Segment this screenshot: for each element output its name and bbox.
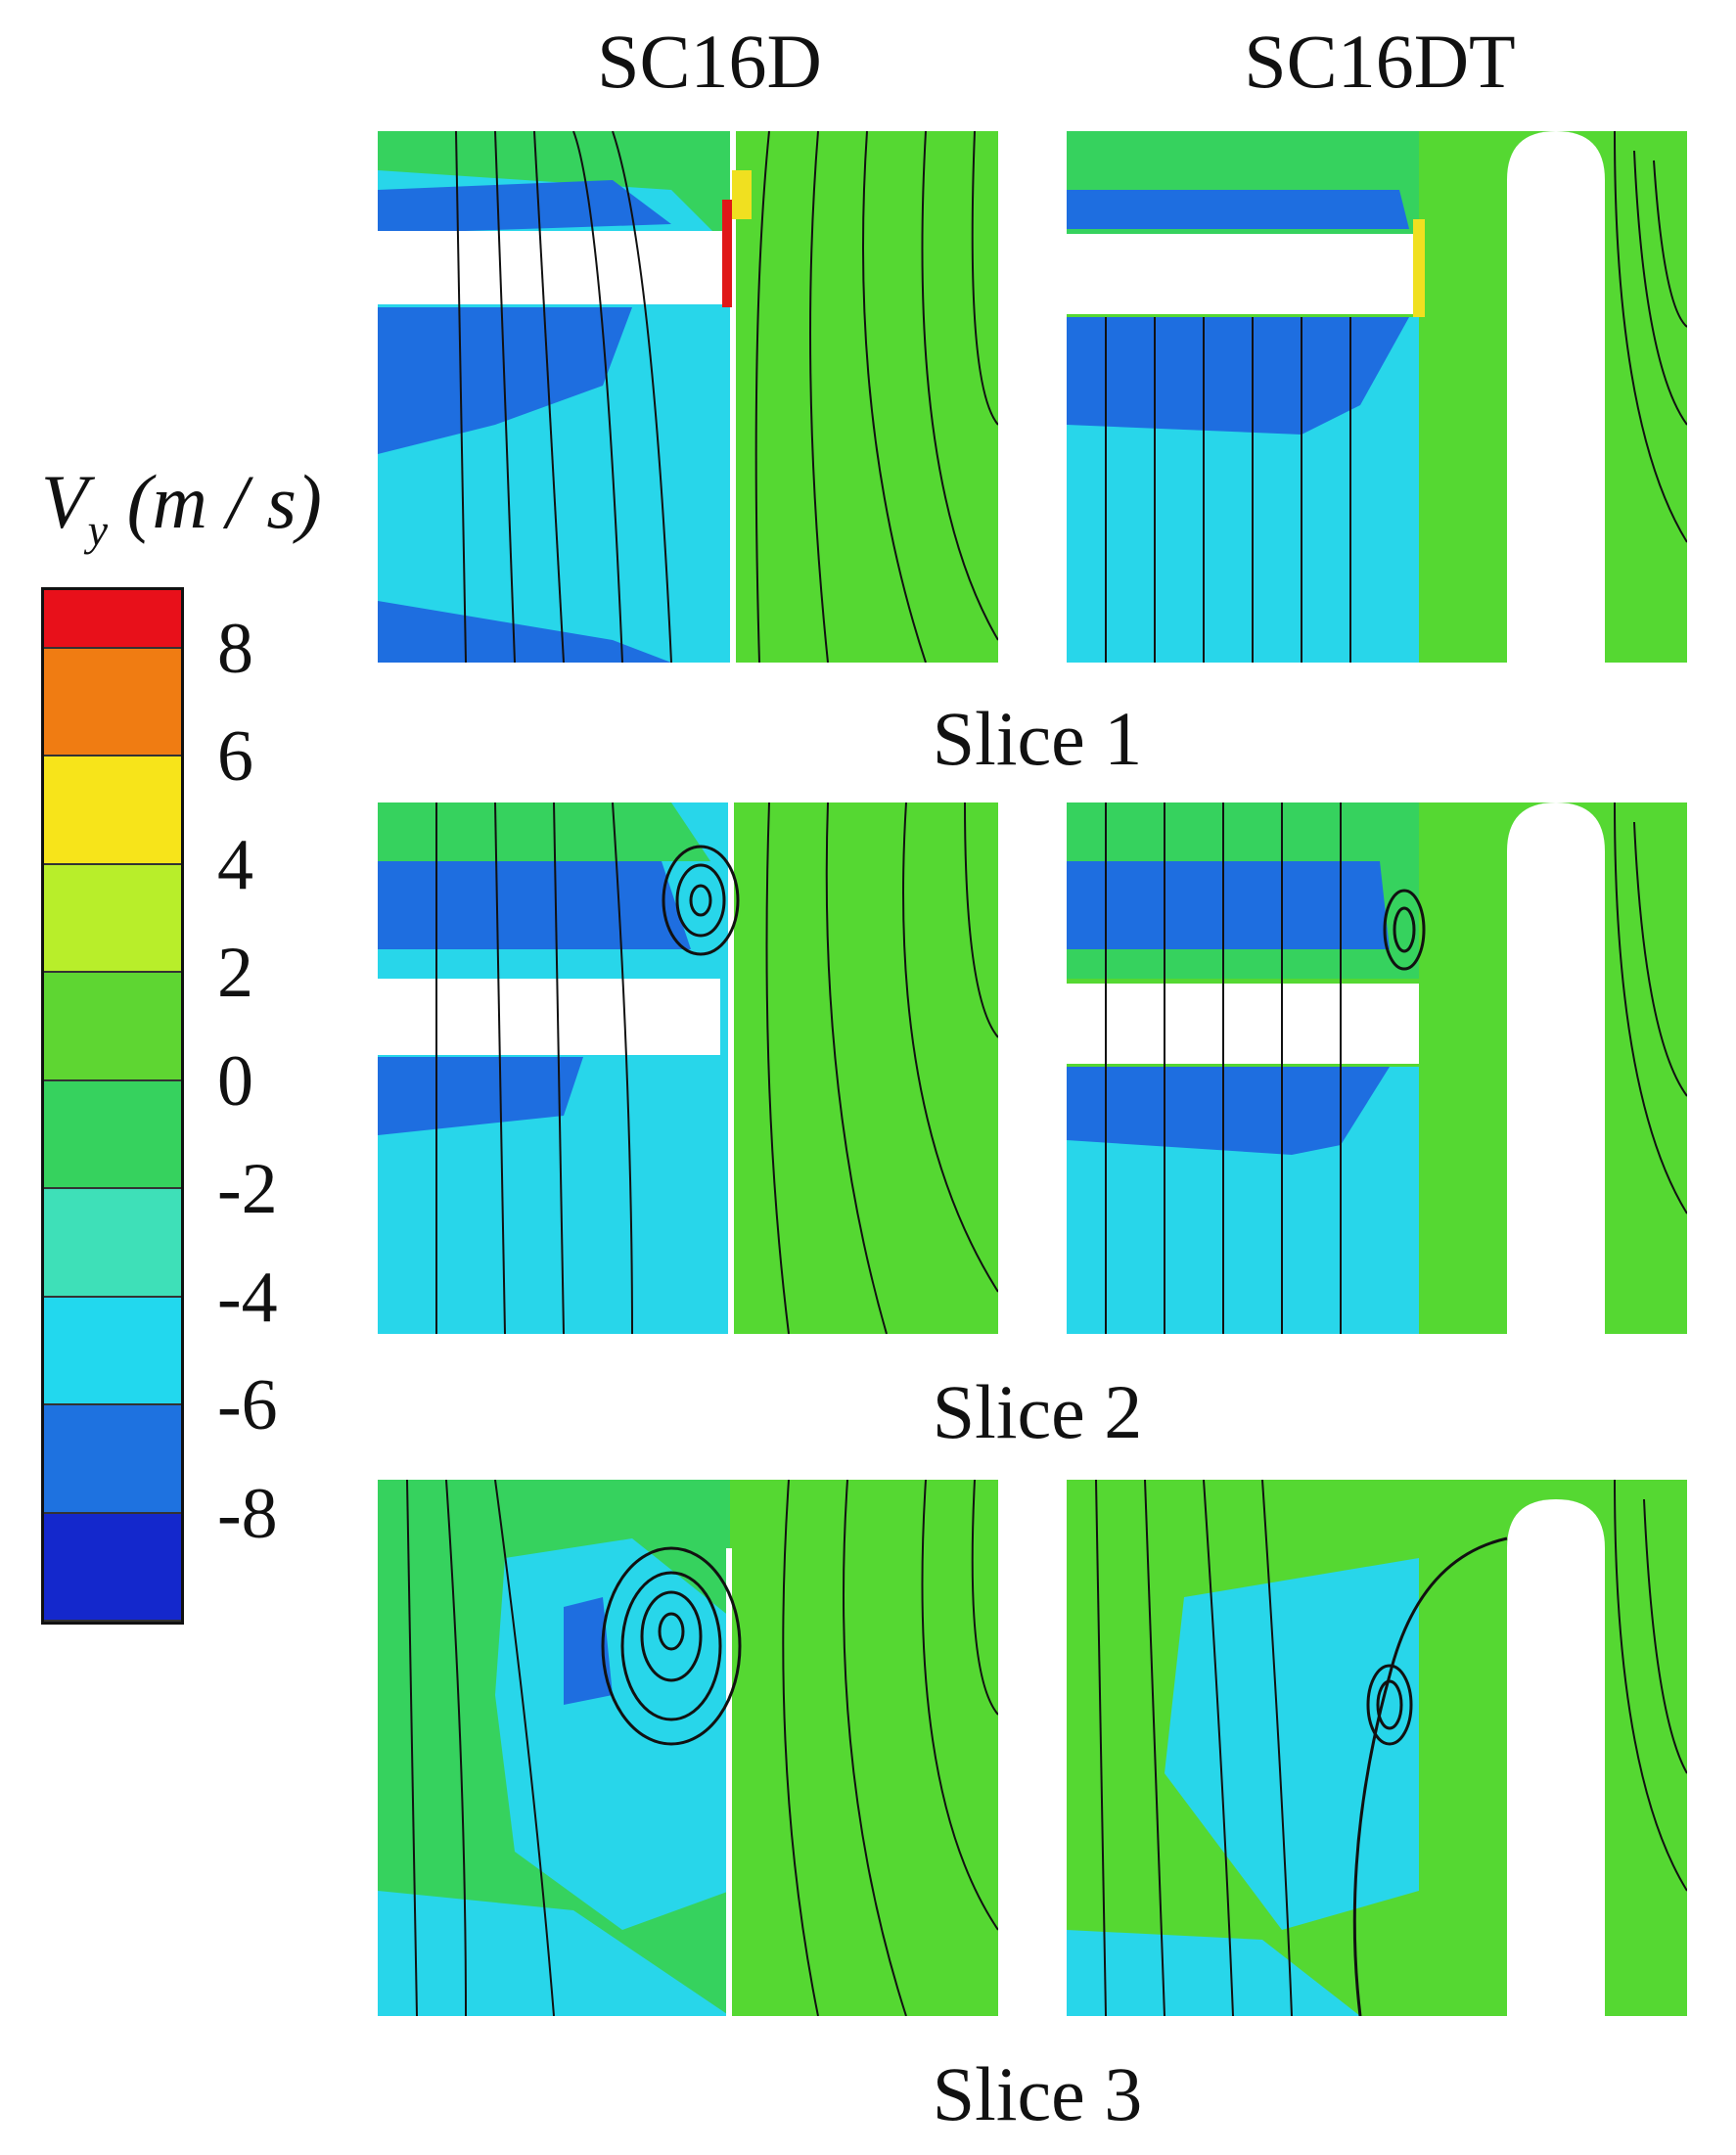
legend-title-unit: (m / s) xyxy=(126,459,322,544)
colorbar-tick-label: 6 xyxy=(217,716,253,798)
colorbar-tick-label: -4 xyxy=(217,1257,278,1338)
panel-sc16dt-slice3 xyxy=(1067,1480,1687,2016)
colorbar-swatch xyxy=(44,1405,181,1514)
panel-sc16dt-slice2 xyxy=(1067,802,1687,1334)
panel-sc16dt-slice1 xyxy=(1067,131,1687,663)
colorbar-tick-label: 0 xyxy=(217,1040,253,1122)
panel-sc16d-slice2 xyxy=(378,802,998,1334)
legend-title-subscript: y xyxy=(87,505,109,555)
column-title-sc16d: SC16D xyxy=(597,19,822,104)
colorbar-swatch xyxy=(44,649,181,757)
colorbar-tick-label: 2 xyxy=(217,933,253,1014)
column-title-sc16dt: SC16DT xyxy=(1244,19,1516,104)
colorbar-swatch xyxy=(44,1080,181,1190)
slice-label-1: Slice 1 xyxy=(932,696,1143,781)
panel-sc16d-slice3 xyxy=(378,1480,998,2016)
colorbar-tick-label: -8 xyxy=(217,1473,278,1554)
legend-title-symbol: V xyxy=(41,459,88,544)
colorbar-swatch xyxy=(44,590,181,649)
colorbar-tick-label: 8 xyxy=(217,609,253,689)
colorbar-swatch xyxy=(44,1513,181,1622)
colorbar-swatch xyxy=(44,1189,181,1298)
colorbar-tick-label: -6 xyxy=(217,1365,278,1446)
colorbar-tick-label: 4 xyxy=(217,824,253,905)
legend-title: Vy (m / s) xyxy=(41,458,322,556)
slice-label-2: Slice 2 xyxy=(932,1369,1143,1454)
colorbar-swatch xyxy=(44,1297,181,1406)
colorbar-tick-label: -2 xyxy=(217,1149,278,1230)
panel-sc16d-slice1 xyxy=(378,131,998,663)
colorbar-swatch xyxy=(44,864,181,974)
colorbar xyxy=(41,587,184,1625)
colorbar-swatch xyxy=(44,757,181,865)
slice-label-3: Slice 3 xyxy=(932,2051,1143,2136)
colorbar-swatch xyxy=(44,973,181,1081)
